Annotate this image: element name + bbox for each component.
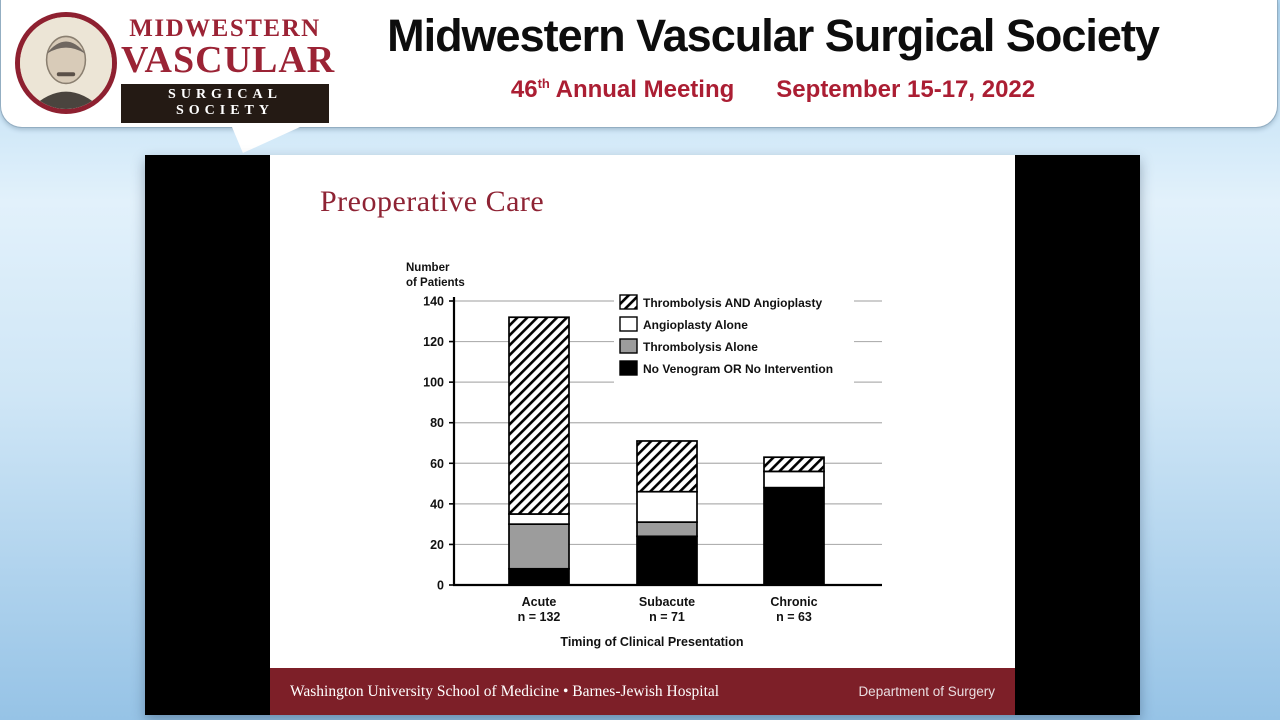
svg-text:n = 63: n = 63 xyxy=(776,610,812,624)
logo-portrait-icon xyxy=(15,12,117,114)
conference-title: Midwestern Vascular Surgical Society xyxy=(387,10,1160,61)
svg-text:0: 0 xyxy=(437,579,444,593)
preop-chart: Thrombolysis AND Angioplasty Angioplasty … xyxy=(390,255,895,655)
society-logo-text: MIDWESTERN VASCULAR SURGICAL SOCIETY xyxy=(121,15,336,123)
svg-text:80: 80 xyxy=(430,416,444,430)
logo-line-vascular: VASCULAR xyxy=(121,39,336,81)
logo-line-midwestern: MIDWESTERN xyxy=(129,15,321,42)
svg-text:Thrombolysis AND Angioplasty: Thrombolysis AND Angioplasty xyxy=(643,296,822,310)
svg-text:140: 140 xyxy=(423,295,444,309)
svg-text:No Venogram OR No Intervention: No Venogram OR No Intervention xyxy=(643,362,833,376)
svg-text:100: 100 xyxy=(423,376,444,390)
meeting-number: 46 xyxy=(510,76,538,103)
meeting-name: 46th Annual Meeting xyxy=(511,76,734,104)
svg-text:Timing of Clinical Presentatio: Timing of Clinical Presentation xyxy=(560,635,743,649)
header-banner: MIDWESTERN VASCULAR SURGICAL SOCIETY Mid… xyxy=(0,0,1278,128)
logo-line-surgical-society: SURGICAL SOCIETY xyxy=(121,83,329,123)
slide-content: Preoperative Care Thrombolysis AND Angio… xyxy=(270,155,1015,668)
svg-text:Acute: Acute xyxy=(522,595,557,609)
meeting-name-rest: Annual Meeting xyxy=(549,76,735,103)
svg-text:n = 71: n = 71 xyxy=(649,610,685,624)
svg-text:Thrombolysis Alone: Thrombolysis Alone xyxy=(643,340,758,354)
header-speech-tail xyxy=(232,127,300,153)
footer-institution: Washington University School of Medicine… xyxy=(290,682,720,700)
society-logo xyxy=(15,12,117,114)
meeting-dates: September 15-17, 2022 xyxy=(776,76,1036,103)
svg-text:Number: Number xyxy=(406,262,450,274)
svg-text:Angioplasty Alone: Angioplasty Alone xyxy=(643,318,748,332)
svg-text:120: 120 xyxy=(423,335,444,349)
meeting-row: 46th Annual Meeting September 15-17, 202… xyxy=(353,76,1193,104)
svg-text:of Patients: of Patients xyxy=(406,277,465,289)
slide-title: Preoperative Care xyxy=(320,185,545,218)
svg-text:Subacute: Subacute xyxy=(639,595,695,609)
svg-text:Chronic: Chronic xyxy=(770,595,817,609)
presentation-slide: Preoperative Care Thrombolysis AND Angio… xyxy=(145,155,1140,715)
svg-text:60: 60 xyxy=(430,457,444,471)
footer-department: Department of Surgery xyxy=(858,684,995,699)
slide-footer: Washington University School of Medicine… xyxy=(270,668,1015,715)
meeting-ordinal-suffix: th xyxy=(537,76,550,91)
svg-text:40: 40 xyxy=(430,497,444,511)
svg-text:20: 20 xyxy=(430,538,444,552)
svg-text:n = 132: n = 132 xyxy=(518,610,561,624)
